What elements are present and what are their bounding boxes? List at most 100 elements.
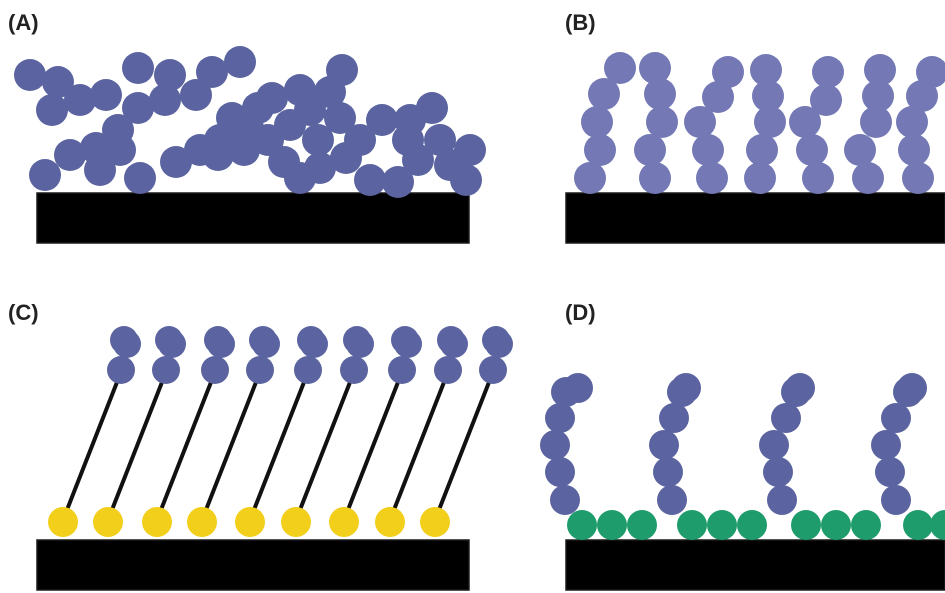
polymer-bead — [154, 59, 186, 91]
polymer-bead — [657, 485, 687, 515]
head-bead — [297, 326, 325, 354]
anchor-bead — [48, 507, 78, 537]
brush-bead — [852, 162, 884, 194]
head-bead — [107, 356, 135, 384]
polymer-bead — [90, 79, 122, 111]
anchor-bead — [567, 510, 597, 540]
polymer-bead — [881, 485, 911, 515]
brush-bead — [810, 84, 842, 116]
polymer-bead — [871, 430, 901, 460]
anchor-bead — [707, 510, 737, 540]
brush-bead — [746, 134, 778, 166]
polymer-bead — [304, 152, 336, 184]
head-bead — [343, 326, 371, 354]
polymer-bead — [354, 164, 386, 196]
head-bead — [201, 356, 229, 384]
polymer-bead — [160, 146, 192, 178]
polymer-bead — [36, 94, 68, 126]
panel-b: (B) — [565, 10, 945, 244]
anchor-bead — [187, 507, 217, 537]
anchor-bead — [142, 507, 172, 537]
tether-line — [342, 370, 404, 522]
brush-bead — [902, 162, 934, 194]
brush-bead — [864, 54, 896, 86]
brush-bead — [696, 162, 728, 194]
brush-bead — [898, 134, 930, 166]
head-bead — [249, 326, 277, 354]
brush-bead — [639, 162, 671, 194]
polymer-bead — [104, 134, 136, 166]
panel-a-polymer-chains — [14, 46, 486, 198]
polymer-bead — [242, 92, 274, 124]
anchor-bead — [420, 507, 450, 537]
polymer-bead — [545, 403, 575, 433]
tether-line — [61, 370, 123, 522]
panel-a-substrate — [36, 192, 470, 244]
anchor-bead — [627, 510, 657, 540]
panel-a-label: (A) — [8, 10, 39, 35]
panel-c-substrate — [36, 539, 470, 591]
anchor-bead — [281, 507, 311, 537]
brush-bead — [684, 106, 716, 138]
brush-bead — [744, 162, 776, 194]
tether-line — [388, 370, 450, 522]
brush-bead — [574, 162, 606, 194]
anchor-bead — [677, 510, 707, 540]
polymer-bead — [122, 92, 154, 124]
anchor-bead — [737, 510, 767, 540]
polymer-bead — [424, 124, 456, 156]
panel-d-substrate — [565, 539, 945, 591]
anchor-bead — [791, 510, 821, 540]
polymer-bead — [252, 124, 284, 156]
anchor-bead — [329, 507, 359, 537]
brush-bead — [862, 80, 894, 112]
head-bead — [294, 356, 322, 384]
head-bead — [152, 356, 180, 384]
polymer-bead — [763, 457, 793, 487]
panel-b-substrate — [565, 192, 945, 244]
brush-bead — [712, 56, 744, 88]
tether-line — [155, 370, 217, 522]
polymer-bead — [124, 162, 156, 194]
head-bead — [434, 356, 462, 384]
tether-line — [248, 370, 310, 522]
polymer-bead — [54, 139, 86, 171]
polymer-bead — [759, 430, 789, 460]
anchor-bead — [821, 510, 851, 540]
head-bead — [391, 326, 419, 354]
tether-line — [200, 370, 262, 522]
head-bead — [437, 326, 465, 354]
polymer-bead — [881, 403, 911, 433]
polymer-bead — [202, 139, 234, 171]
anchor-bead — [930, 510, 945, 540]
polymer-bead — [897, 373, 927, 403]
anchor-bead — [235, 507, 265, 537]
polymer-bead — [324, 102, 356, 134]
brush-bead — [789, 106, 821, 138]
polymer-bead — [450, 164, 482, 196]
anchor-bead — [851, 510, 881, 540]
brush-bead — [581, 106, 613, 138]
panel-d-anchor-layer — [567, 510, 945, 540]
panel-b-polymer-brush — [574, 52, 945, 194]
brush-bead — [844, 134, 876, 166]
head-bead — [246, 356, 274, 384]
polymer-bead — [540, 430, 570, 460]
head-bead — [482, 326, 510, 354]
brush-bead — [644, 78, 676, 110]
polymer-bead — [767, 485, 797, 515]
polymer-bead — [180, 79, 212, 111]
panel-c-anchors — [48, 507, 450, 537]
brush-bead — [646, 106, 678, 138]
polymer-bead — [64, 84, 96, 116]
head-bead — [204, 326, 232, 354]
tether-line — [106, 370, 168, 522]
polymer-bead — [228, 134, 260, 166]
brush-bead — [584, 134, 616, 166]
polymer-bead — [649, 430, 679, 460]
anchor-bead — [375, 507, 405, 537]
polymer-bead — [42, 66, 74, 98]
head-bead — [479, 356, 507, 384]
polymer-bead — [366, 104, 398, 136]
